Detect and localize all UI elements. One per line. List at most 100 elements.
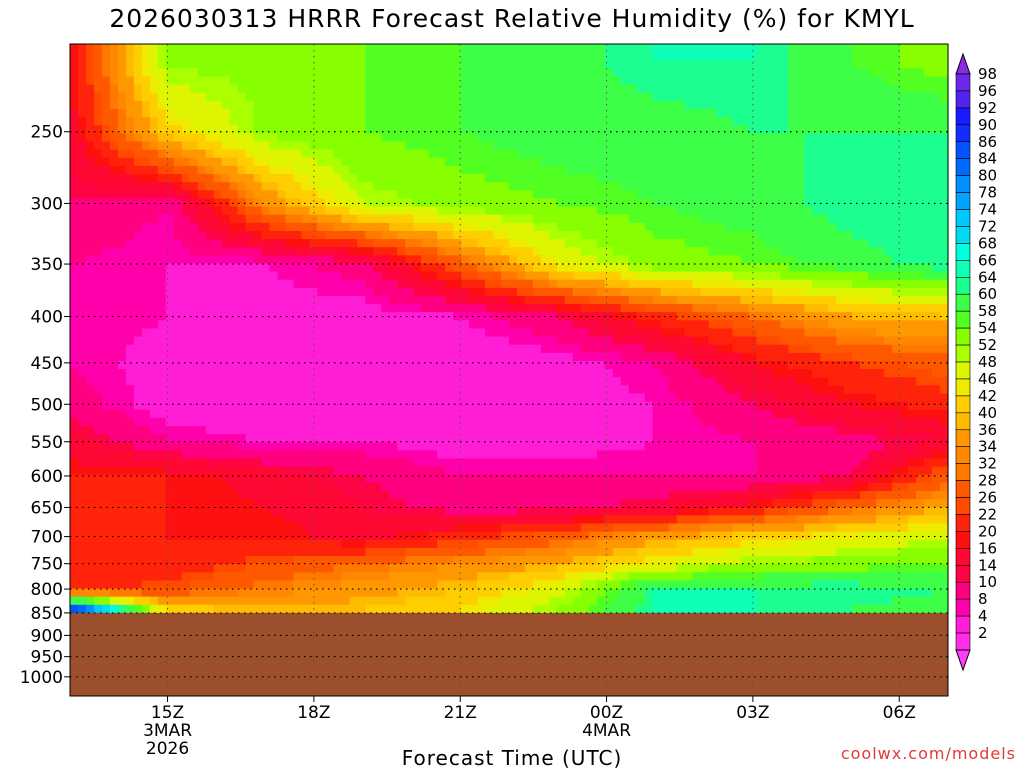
rh-cell [413,214,422,224]
rh-cell [357,239,366,248]
rh-cell [812,295,821,305]
rh-cell [764,190,773,200]
rh-cell [197,92,207,102]
rh-cell [724,336,734,346]
rh-cell [604,52,614,61]
rh-cell [732,263,742,273]
rh-cell [461,157,470,167]
rh-cell [397,44,406,53]
rh-cell [828,100,837,110]
rh-cell [884,60,893,69]
rh-cell [509,401,518,411]
rh-cell [309,336,319,346]
rh-cell [437,287,446,297]
rh-cell [684,247,694,256]
rh-cell [612,52,622,61]
rh-cell [277,52,287,61]
rh-cell [812,44,821,53]
rh-cell [437,239,446,248]
rh-cell [149,255,159,265]
rh-cell [620,393,630,403]
rh-cell [820,60,829,69]
rh-cell [253,92,263,102]
rh-cell [876,336,885,346]
rh-cell [628,312,638,321]
rh-cell [804,401,813,411]
rh-cell [628,165,638,175]
rh-cell [916,125,925,134]
rh-cell [916,182,925,191]
rh-cell [261,230,271,240]
rh-cell [149,76,159,86]
rh-cell [708,279,718,289]
rh-cell [477,60,486,69]
rh-cell [133,190,143,200]
rh-cell [772,214,781,224]
rh-cell [437,230,446,240]
rh-cell [932,295,941,305]
rh-cell [740,76,750,86]
rh-cell [141,165,151,175]
rh-cell [181,336,191,346]
rh-cell [852,109,861,118]
rh-cell [277,174,287,183]
rh-cell [796,68,805,78]
rh-cell [780,377,789,386]
rh-cell [373,328,382,338]
rh-cell [109,336,119,346]
rh-cell [229,377,239,386]
rh-cell [916,263,925,273]
rh-cell [844,109,853,118]
rh-cell [293,385,303,395]
rh-cell [101,174,111,183]
rh-cell [493,263,502,273]
rh-cell [133,344,143,354]
rh-cell [748,92,758,102]
rh-cell [397,125,406,134]
rh-cell [516,336,526,346]
rh-cell [197,190,207,200]
rh-cell [700,141,710,151]
rh-cell [493,190,502,200]
rh-cell [70,182,79,191]
rh-cell [149,409,159,419]
rh-cell [181,68,191,78]
rh-cell [237,287,247,297]
rh-cell [516,239,526,248]
rh-cell [325,117,334,126]
rh-cell [804,239,813,248]
rh-cell [365,92,374,102]
rh-cell [828,401,837,411]
rh-cell [876,344,885,354]
rh-cell [540,369,550,378]
rh-cell [740,377,750,386]
rh-cell [93,109,103,118]
rh-cell [860,206,869,216]
rh-cell [141,247,151,256]
rh-cell [165,174,175,183]
rh-cell [876,68,885,78]
rh-cell [389,385,398,395]
rh-cell [580,360,590,370]
rh-cell [660,352,670,362]
rh-cell [469,295,478,305]
rh-cell [844,385,853,395]
rh-cell [612,255,622,265]
rh-cell [860,247,869,256]
rh-cell [644,401,654,411]
rh-cell [165,312,175,321]
rh-cell [900,230,909,240]
rh-cell [796,109,805,118]
rh-cell [229,60,239,69]
rh-cell [924,165,933,175]
rh-cell [788,369,797,378]
rh-cell [932,255,941,265]
rh-cell [692,320,702,330]
rh-cell [916,149,925,159]
rh-cell [892,174,901,183]
rh-cell [261,360,271,370]
rh-cell [812,84,821,94]
rh-cell [836,295,845,305]
rh-cell [317,320,327,330]
rh-cell [461,393,470,403]
